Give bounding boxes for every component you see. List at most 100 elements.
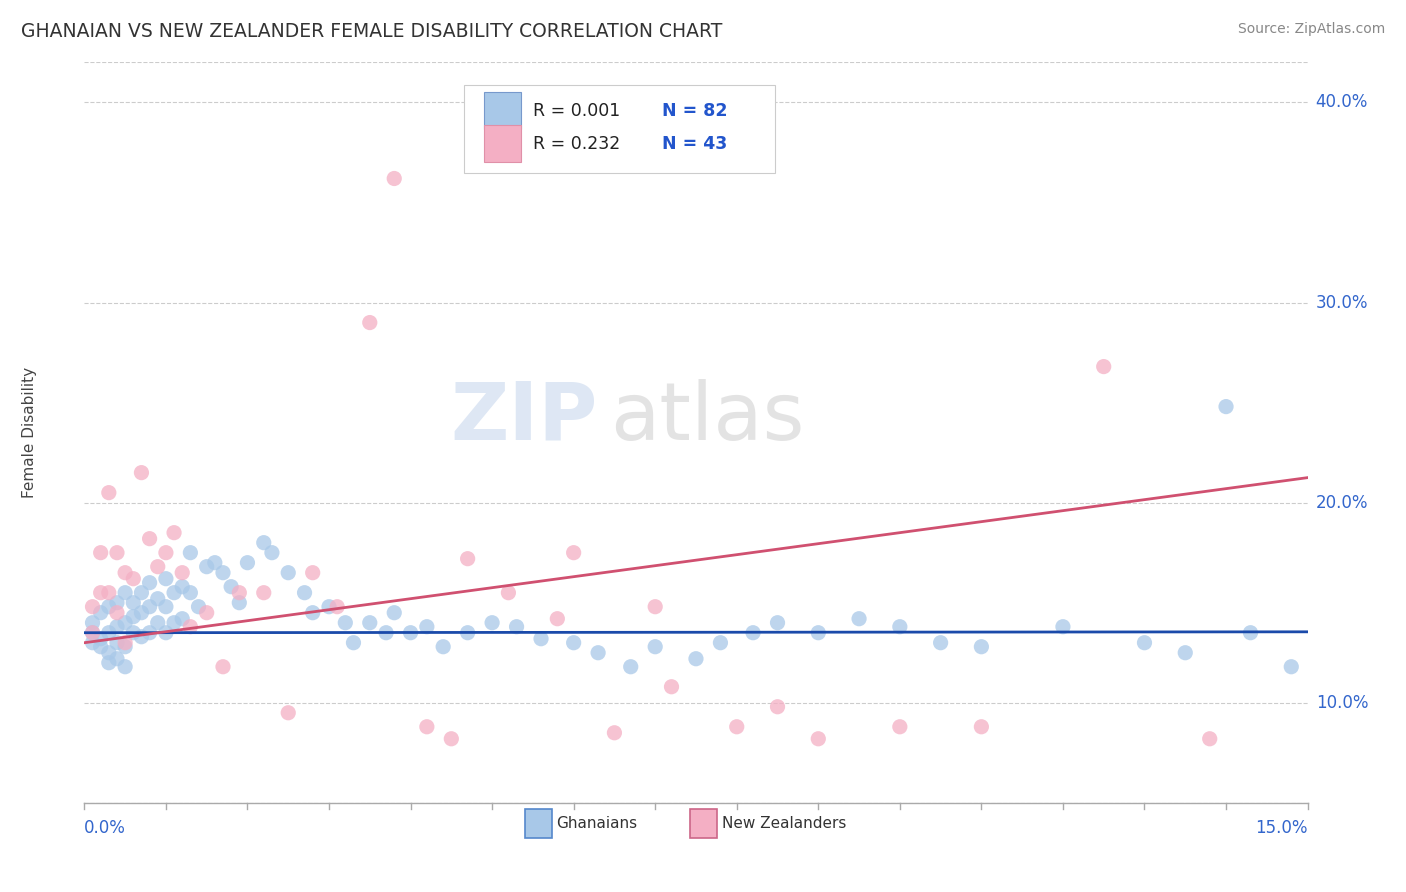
Point xyxy=(505,620,527,634)
Point xyxy=(163,615,186,630)
Point xyxy=(399,625,422,640)
Point xyxy=(260,546,283,560)
Point xyxy=(97,599,120,614)
Point xyxy=(172,612,194,626)
Point xyxy=(97,585,120,599)
Point xyxy=(82,625,104,640)
Point xyxy=(90,632,112,646)
Point xyxy=(105,606,128,620)
Point xyxy=(105,651,128,665)
Text: 40.0%: 40.0% xyxy=(1316,94,1368,112)
Point xyxy=(105,596,128,610)
Point xyxy=(82,599,104,614)
Point xyxy=(1133,636,1156,650)
Point xyxy=(530,632,553,646)
Point xyxy=(122,596,145,610)
Point xyxy=(562,546,585,560)
Point xyxy=(172,566,194,580)
Point xyxy=(114,659,136,673)
Point xyxy=(155,625,177,640)
Point xyxy=(685,651,707,665)
FancyBboxPatch shape xyxy=(524,809,551,838)
Point xyxy=(114,585,136,599)
Point xyxy=(82,636,104,650)
Point xyxy=(105,546,128,560)
Point xyxy=(90,606,112,620)
Point xyxy=(105,636,128,650)
Text: 0.0%: 0.0% xyxy=(84,819,127,837)
Point xyxy=(848,612,870,626)
Point xyxy=(179,546,201,560)
Point xyxy=(326,599,349,614)
Point xyxy=(97,625,120,640)
Text: atlas: atlas xyxy=(610,379,804,457)
Point xyxy=(661,680,683,694)
Point xyxy=(138,599,160,614)
Point xyxy=(253,585,276,599)
Point xyxy=(1198,731,1220,746)
Text: 15.0%: 15.0% xyxy=(1256,819,1308,837)
Point xyxy=(416,720,439,734)
Text: ZIP: ZIP xyxy=(451,379,598,457)
Point xyxy=(90,585,112,599)
Point xyxy=(204,556,226,570)
Point xyxy=(163,525,186,540)
Point xyxy=(90,640,112,654)
Point xyxy=(725,720,748,734)
Point xyxy=(131,630,153,644)
Point xyxy=(562,636,585,650)
Point xyxy=(146,591,169,606)
Point xyxy=(187,599,209,614)
Point xyxy=(228,596,250,610)
Point xyxy=(131,466,153,480)
Point xyxy=(146,615,169,630)
Point xyxy=(179,620,201,634)
Point xyxy=(97,485,120,500)
Point xyxy=(318,599,340,614)
Point xyxy=(172,580,194,594)
Text: Source: ZipAtlas.com: Source: ZipAtlas.com xyxy=(1237,22,1385,37)
Point xyxy=(644,599,666,614)
Point xyxy=(219,580,242,594)
Point xyxy=(195,606,218,620)
Text: 10.0%: 10.0% xyxy=(1316,694,1368,712)
Text: GHANAIAN VS NEW ZEALANDER FEMALE DISABILITY CORRELATION CHART: GHANAIAN VS NEW ZEALANDER FEMALE DISABIL… xyxy=(21,22,723,41)
FancyBboxPatch shape xyxy=(484,126,522,162)
Point xyxy=(1215,400,1237,414)
Point xyxy=(105,620,128,634)
Text: N = 43: N = 43 xyxy=(662,135,727,153)
Point xyxy=(82,615,104,630)
Point xyxy=(212,659,235,673)
Point xyxy=(122,572,145,586)
Point xyxy=(277,706,299,720)
Text: R = 0.232: R = 0.232 xyxy=(533,135,620,153)
Point xyxy=(138,575,160,590)
Point xyxy=(498,585,520,599)
Point xyxy=(155,599,177,614)
Point xyxy=(709,636,731,650)
Point xyxy=(375,625,398,640)
Point xyxy=(155,546,177,560)
Point xyxy=(97,656,120,670)
Point xyxy=(335,615,357,630)
Point xyxy=(742,625,765,640)
Point xyxy=(457,551,479,566)
Point xyxy=(1279,659,1302,673)
Point xyxy=(382,171,405,186)
Point xyxy=(138,532,160,546)
Point xyxy=(457,625,479,640)
Point xyxy=(546,612,568,626)
Point xyxy=(359,615,381,630)
Point xyxy=(382,606,405,620)
Point xyxy=(342,636,364,650)
Point xyxy=(114,640,136,654)
Point xyxy=(1092,359,1115,374)
Point xyxy=(179,585,201,599)
Point xyxy=(301,566,323,580)
Point xyxy=(277,566,299,580)
Text: Ghanaians: Ghanaians xyxy=(557,816,638,831)
Point xyxy=(138,625,160,640)
Text: Female Disability: Female Disability xyxy=(22,367,37,499)
Point xyxy=(114,566,136,580)
Point xyxy=(807,625,830,640)
